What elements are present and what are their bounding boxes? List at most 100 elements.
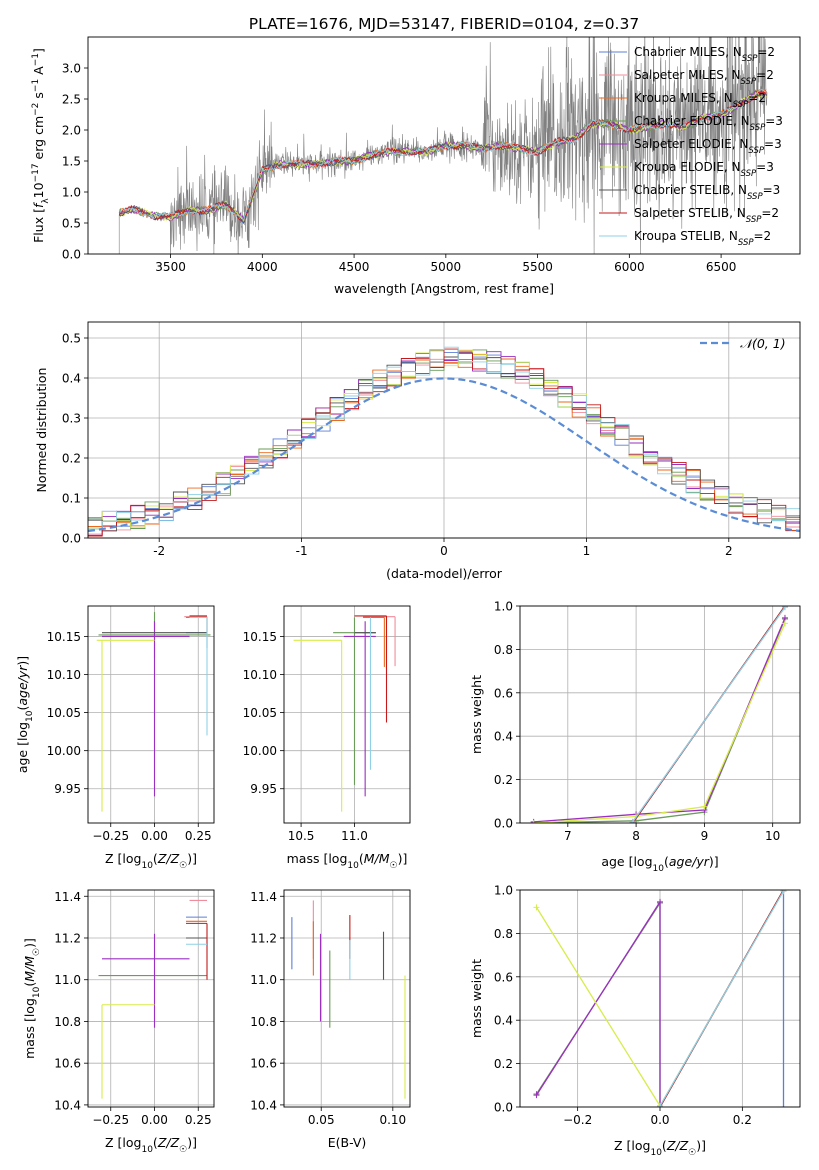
x-tick-label: 0.0 [650,1113,669,1127]
x-tick-label: 0.00 [141,1113,168,1127]
legend: Chabrier MILES, NSSP=2 Salpeter MILES, NS… [599,45,783,248]
errorbar-kroupa-elodie [101,1004,155,1099]
mass-weight-kroupa-stelib [657,890,787,1107]
model-spectrum-kroupa-stelib [118,89,767,222]
y-tick-label: 0.2 [62,452,81,466]
normal-curve [88,377,800,533]
x-axis-label: E(B-V) [328,1135,367,1150]
legend-label: Kroupa ELODIE, NSSP=3 [634,160,774,179]
x-tick-label: 10 [765,829,780,843]
y-tick-label: 11.4 [250,890,277,904]
residuals-panel: -2 -1 0 1 2 0.0 0.1 0.2 0.3 0.4 0.5 𝒩(0, 1) (data-mo… [34,321,801,581]
x-tick-label: 0.10 [379,1113,406,1127]
observed-spectrum [118,37,768,254]
x-axis-label: mass [log10(M/M☉)] [287,851,408,871]
y-tick-label: 9.95 [54,782,81,796]
y-tick-label: 0.3 [62,412,81,426]
x-tick-label: 3500 [155,260,186,274]
y-tick-label: 1.0 [62,186,81,200]
axes-frame [519,605,801,824]
y-tick-label: 9.95 [250,782,277,796]
mass-weight-chabrier-elodie [530,616,788,823]
residual-hist-salpeter-stelib [88,348,800,537]
x-axis-label: wavelength [Angstrom, rest frame] [334,281,554,296]
y-tick-label: 0.4 [494,1014,513,1028]
x-tick-label: 8 [632,829,640,843]
legend-label: Chabrier ELODIE, NSSP=3 [634,114,783,133]
y-tick-label: 10.15 [243,630,277,644]
errorbar-salpeter-elodie [102,933,190,1028]
x-axis-label: age [log10(age/yr)] [601,854,718,874]
y-tick-label: 0.0 [62,532,81,546]
mass-weight-kroupa-stelib [629,606,788,823]
model-spectrum-chabrier-stelib [118,91,767,224]
y-tick-label: 10.05 [243,706,277,720]
y-tick-label: 1.0 [494,600,513,614]
spectrum-panel: 3500 4000 4500 5000 5500 6000 6500 0.0 0.5 1.0 1.5… [31,36,801,296]
model-spectrum-salpeter-stelib [118,89,767,221]
y-tick-label: 10.4 [250,1098,277,1112]
x-tick-label: −0.25 [92,1113,129,1127]
x-tick-label: 0.25 [185,1113,212,1127]
x-tick-label: 0.2 [733,1113,752,1127]
errorbar-kroupa-miles [363,616,385,667]
figure-title: PLATE=1676, MJD=53147, FIBERID=0104, z=0… [249,15,639,33]
y-tick-label: 10.8 [250,1015,277,1029]
y-axis-label: Flux [fλ10−17 erg cm−2 s−1 A−1] [31,48,51,243]
legend-label: Chabrier MILES, NSSP=2 [634,45,775,64]
axes-frame [283,605,411,824]
y-tick-label: 11.0 [54,973,81,987]
y-tick-label: 0.0 [494,1101,513,1115]
mass-weight-kroupa-elodie [530,620,788,823]
y-axis-label: Normed distribution [34,368,49,493]
massweight-Z-panel: −0.2 0.0 0.2 0.0 0.2 0.4 0.6 0.8 1.0 Z [log10(Z/Z… [469,884,801,1158]
x-axis-label: (data-model)/error [386,566,503,581]
x-tick-label: 9 [701,829,709,843]
y-tick-label: 0.4 [494,730,513,744]
y-tick-label: 10.10 [243,668,277,682]
age-Z-panel: −0.25 0.00 0.25 9.95 10.00 10.05 10.10 10.15 Z [… [15,605,215,871]
x-tick-label: -2 [153,544,165,558]
y-tick-label: 0.6 [494,970,513,984]
y-tick-label: 2.0 [62,124,81,138]
x-axis-label: Z [log10(Z/Z☉)] [614,1138,706,1158]
x-tick-label: 1 [583,544,591,558]
x-tick-label: 2 [725,544,733,558]
y-tick-label: 0.0 [494,817,513,831]
y-tick-label: 11.2 [250,931,277,945]
axes-frame [283,889,411,1108]
y-tick-label: 10.00 [47,744,81,758]
y-tick-label: 10.15 [47,630,81,644]
y-tick-label: 0.0 [62,248,81,262]
y-tick-label: 0.2 [494,773,513,787]
age-mass-panel: 10.5 11.0 9.95 10.00 10.05 10.10 10.15 mass [lo… [243,605,411,871]
x-axis-label: Z [log10(Z/Z☉)] [105,1135,197,1155]
y-tick-label: 0.5 [62,217,81,231]
y-tick-label: 0.4 [62,372,81,386]
y-tick-label: 10.6 [250,1057,277,1071]
errorbar-salpeter-miles [363,616,396,667]
mass-ebv-panel: 0.05 0.10 10.4 10.6 10.8 11.0 11.2 11.4 E(B-V) [250,889,411,1150]
x-tick-label: 5000 [431,260,462,274]
legend-label: 𝒩(0, 1) [740,336,786,351]
x-tick-label: 6000 [614,260,645,274]
y-axis-label: mass [log10(M/M☉)] [22,938,42,1059]
y-tick-label: 2.5 [62,93,81,107]
x-tick-label: 7 [564,829,572,843]
legend-label: Salpeter ELODIE, NSSP=3 [634,137,782,156]
legend-label: Chabrier STELIB, NSSP=3 [634,183,780,202]
massweight-age-panel: 7 8 9 10 0.0 0.2 0.4 0.6 0.8 1.0 age [log10(age/yr… [469,600,801,874]
mass-weight-chabrier-miles [780,890,787,1107]
y-tick-label: 0.8 [494,643,513,657]
x-tick-label: 10.5 [288,829,315,843]
axes-frame [87,36,801,255]
y-tick-label: 0.1 [62,492,81,506]
x-tick-label: 0 [440,544,448,558]
errorbar-kroupa-stelib [189,616,208,736]
y-tick-label: 11.0 [250,973,277,987]
y-tick-label: 1.5 [62,155,81,169]
errorbar-salpeter-elodie [102,621,190,797]
y-tick-label: 10.10 [47,668,81,682]
errorbar-chabrier-elodie [333,617,376,785]
